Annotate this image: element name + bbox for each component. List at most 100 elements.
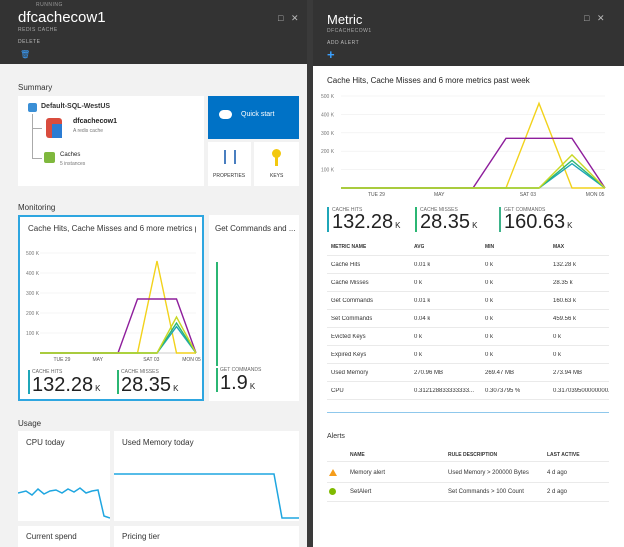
metric-title: Metric [327,12,363,27]
caches-label[interactable]: Caches [60,152,81,158]
metrics-table-header: METRIC NAME AVG MIN MAX [327,238,609,256]
table-row[interactable]: Used Memory 270.96 MB 269.47 MB 273.94 MB [327,364,609,382]
get-commands-label: GET COMMANDS [220,367,262,373]
table-row[interactable]: Evicted Keys 0 k 0 k 0 k [327,328,609,346]
series-line-get-commands [40,298,197,354]
series-line-used-memory [40,315,197,354]
caches-icon [44,152,55,163]
x-tick-label: TUE 29 [54,357,71,363]
table-cell: 0 k [485,334,494,340]
table-cell: 0.3073795 % [485,388,521,394]
y-tick-label: 500 K [26,251,40,257]
cpu-sparkline [18,487,110,519]
cache-misses-bar [117,370,119,394]
cache-hits-value: 132.28 K [32,374,101,396]
monitoring-line-chart: 500 K 400 K 300 K 200 K 100 K TUE 29 MAY SAT 03… [26,251,201,363]
table-row[interactable]: Cache Hits 0.01 k 0 k 132.28 k [327,256,609,274]
trash-icon[interactable]: 🗑 [20,50,31,59]
table-cell: 0 k [553,352,562,358]
monitoring-chart-title: Cache Hits, Cache Misses and 6 more metr… [28,224,196,233]
resource-group-icon [28,103,37,112]
alert-cell: Set Commands > 100 Count [448,489,524,495]
close-icon[interactable]: ✕ [597,13,605,23]
x-tick-label: MAY [93,357,104,363]
used-memory-title: Used Memory today [122,438,194,447]
metric-chart-title: Cache Hits, Cache Misses and 6 more metr… [327,76,530,85]
table-row[interactable]: Set Commands 0.04 k 0 k 459.56 k [327,310,609,328]
alert-cell: Used Memory > 200000 Bytes [448,470,529,476]
series-line-get-commands [341,137,606,189]
get-commands-tile[interactable]: Get Commands and ... GET COMMANDS 1.9 K [209,215,299,401]
properties-tile[interactable]: PROPERTIES [208,142,251,186]
series-line-cache-misses [40,321,197,354]
summary-heading: Summary [18,83,53,92]
table-row[interactable]: Cache Misses 0 k 0 k 28.35 k [327,274,609,292]
kpi-label: CACHE MISSES [420,207,458,213]
table-cell: 0 k [485,298,494,304]
table-cell: 0.317039500000000... [553,388,609,394]
cache-name[interactable]: dfcachecow1 [73,118,117,125]
memory-sparkline [114,473,299,519]
current-spend-title: Current spend [26,532,77,541]
table-cell: 0 k [414,352,423,358]
kpi-cache-hits[interactable]: CACHE HITS 132.28 K [327,207,411,233]
table-cell: Get Commands [331,298,374,304]
add-icon[interactable]: + [327,47,335,62]
y-tick-label: 100 K [321,168,335,174]
table-row[interactable]: Get Commands 0.01 k 0 k 160.63 k [327,292,609,310]
add-alert-command-label[interactable]: ADD ALERT [327,40,360,46]
alert-cell: SetAlert [350,489,372,495]
kpi-value: 28.35 K [420,211,478,233]
current-spend-tile[interactable]: Current spend [18,526,110,547]
table-cell: 459.56 k [553,316,577,322]
maximize-icon[interactable]: □ [278,13,284,23]
cloud-icon [219,110,232,119]
table-row[interactable]: Expired Keys 0 k 0 k 0 k [327,346,609,364]
resource-group-name[interactable]: Default-SQL-WestUS [41,103,111,110]
blade-header: RUNNING dfcachecow1 REDIS CACHE DELETE 🗑… [0,0,307,64]
get-commands-title: Get Commands and ... [215,224,295,233]
table-cell: 0 k [485,280,494,286]
kpi-cache-misses[interactable]: CACHE MISSES 28.35 K [415,207,499,233]
y-tick-label: 400 K [26,271,40,277]
y-tick-label: 400 K [321,112,335,118]
delete-command-label[interactable]: DELETE [18,39,41,45]
table-cell: 0.04 k [414,316,431,322]
status-text: RUNNING [36,2,63,8]
cpu-today-tile[interactable]: CPU today [18,431,110,521]
table-cell: 0.312128833333333... [414,388,475,394]
x-tick-label: MON 05 [586,192,605,198]
table-cell: 270.96 MB [414,370,444,376]
keys-label: KEYS [270,173,284,179]
table-cell: 0 k [485,316,494,322]
warning-icon [329,469,337,476]
table-cell: Set Commands [331,316,373,322]
monitoring-chart-tile[interactable]: Cache Hits, Cache Misses and 6 more metr… [18,215,204,401]
cache-hits-bar [28,370,30,394]
y-tick-label: 500 K [321,94,335,100]
close-icon[interactable]: ✕ [291,13,299,23]
table-cell: Cache Hits [331,262,361,268]
x-tick-label: SAT 03 [143,357,159,363]
keys-tile[interactable]: KEYS [254,142,299,186]
pricing-tier-tile[interactable]: Pricing tier [114,526,299,547]
quick-start-tile[interactable]: Quick start [208,96,299,139]
get-commands-bar [216,368,218,392]
pricing-tier-title: Pricing tier [122,532,160,541]
alert-cell: Memory alert [350,470,386,476]
y-tick-label: 300 K [321,131,335,137]
alerts-heading: Alerts [327,433,345,440]
metric-blade-header: Metric DFCACHECOW1 ADD ALERT + □ ✕ [313,0,624,66]
table-row[interactable]: CPU 0.312128833333333... 0.3073795 % 0.3170… [327,382,609,400]
cache-description: A redis cache [73,128,104,134]
alert-row[interactable]: Memory alert Used Memory > 200000 Bytes 4 … [327,464,609,483]
used-memory-tile[interactable]: Used Memory today [114,431,299,521]
table-cell: CPU [331,388,344,394]
kpi-get-commands[interactable]: GET COMMANDS 160.63 K [499,207,583,233]
alert-row[interactable]: SetAlert Set Commands > 100 Count 2 d ago [327,483,609,502]
quick-start-label: Quick start [241,111,275,118]
y-tick-label: 300 K [26,291,40,297]
summary-tile[interactable]: Default-SQL-WestUS dfcachecow1 A redis c… [18,96,204,186]
metric-line-chart: 500 K 400 K 300 K 200 K 100 K TUE 29 MAY SAT 03… [321,94,606,198]
maximize-icon[interactable]: □ [584,13,590,23]
